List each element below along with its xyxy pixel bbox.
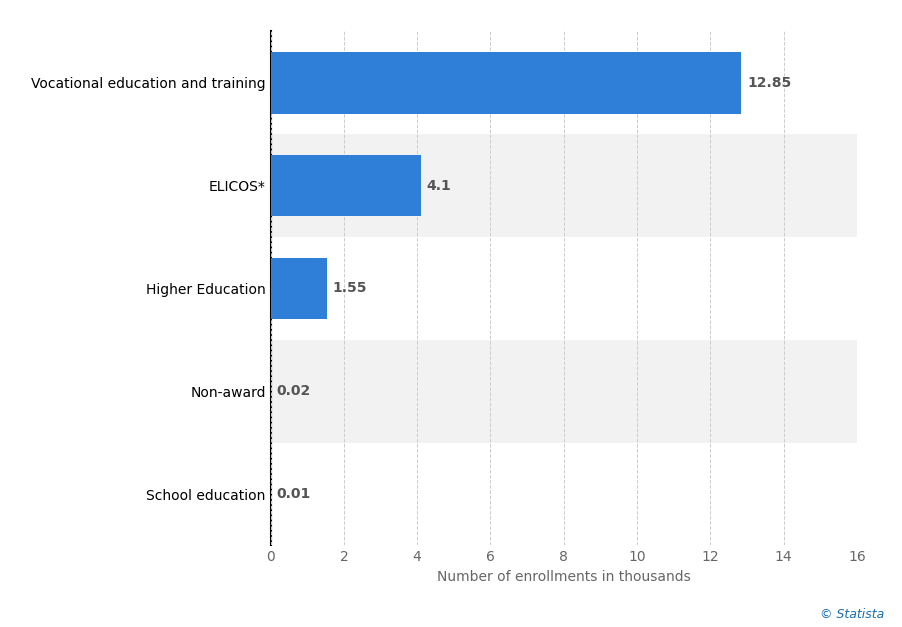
Bar	[271, 237, 857, 340]
Bar	[271, 155, 421, 216]
Text: 12.85: 12.85	[747, 76, 791, 90]
Bar	[271, 258, 327, 319]
Text: © Statista: © Statista	[820, 608, 884, 621]
Bar	[271, 443, 857, 545]
Bar	[271, 31, 857, 134]
X-axis label: Number of enrollments in thousands: Number of enrollments in thousands	[437, 570, 691, 584]
Bar	[271, 52, 741, 113]
Text: 0.01: 0.01	[276, 487, 310, 501]
Text: 0.02: 0.02	[277, 384, 311, 398]
Text: 4.1: 4.1	[427, 179, 451, 192]
Text: 1.55: 1.55	[333, 282, 367, 295]
Bar	[271, 134, 857, 237]
Bar	[271, 340, 857, 443]
